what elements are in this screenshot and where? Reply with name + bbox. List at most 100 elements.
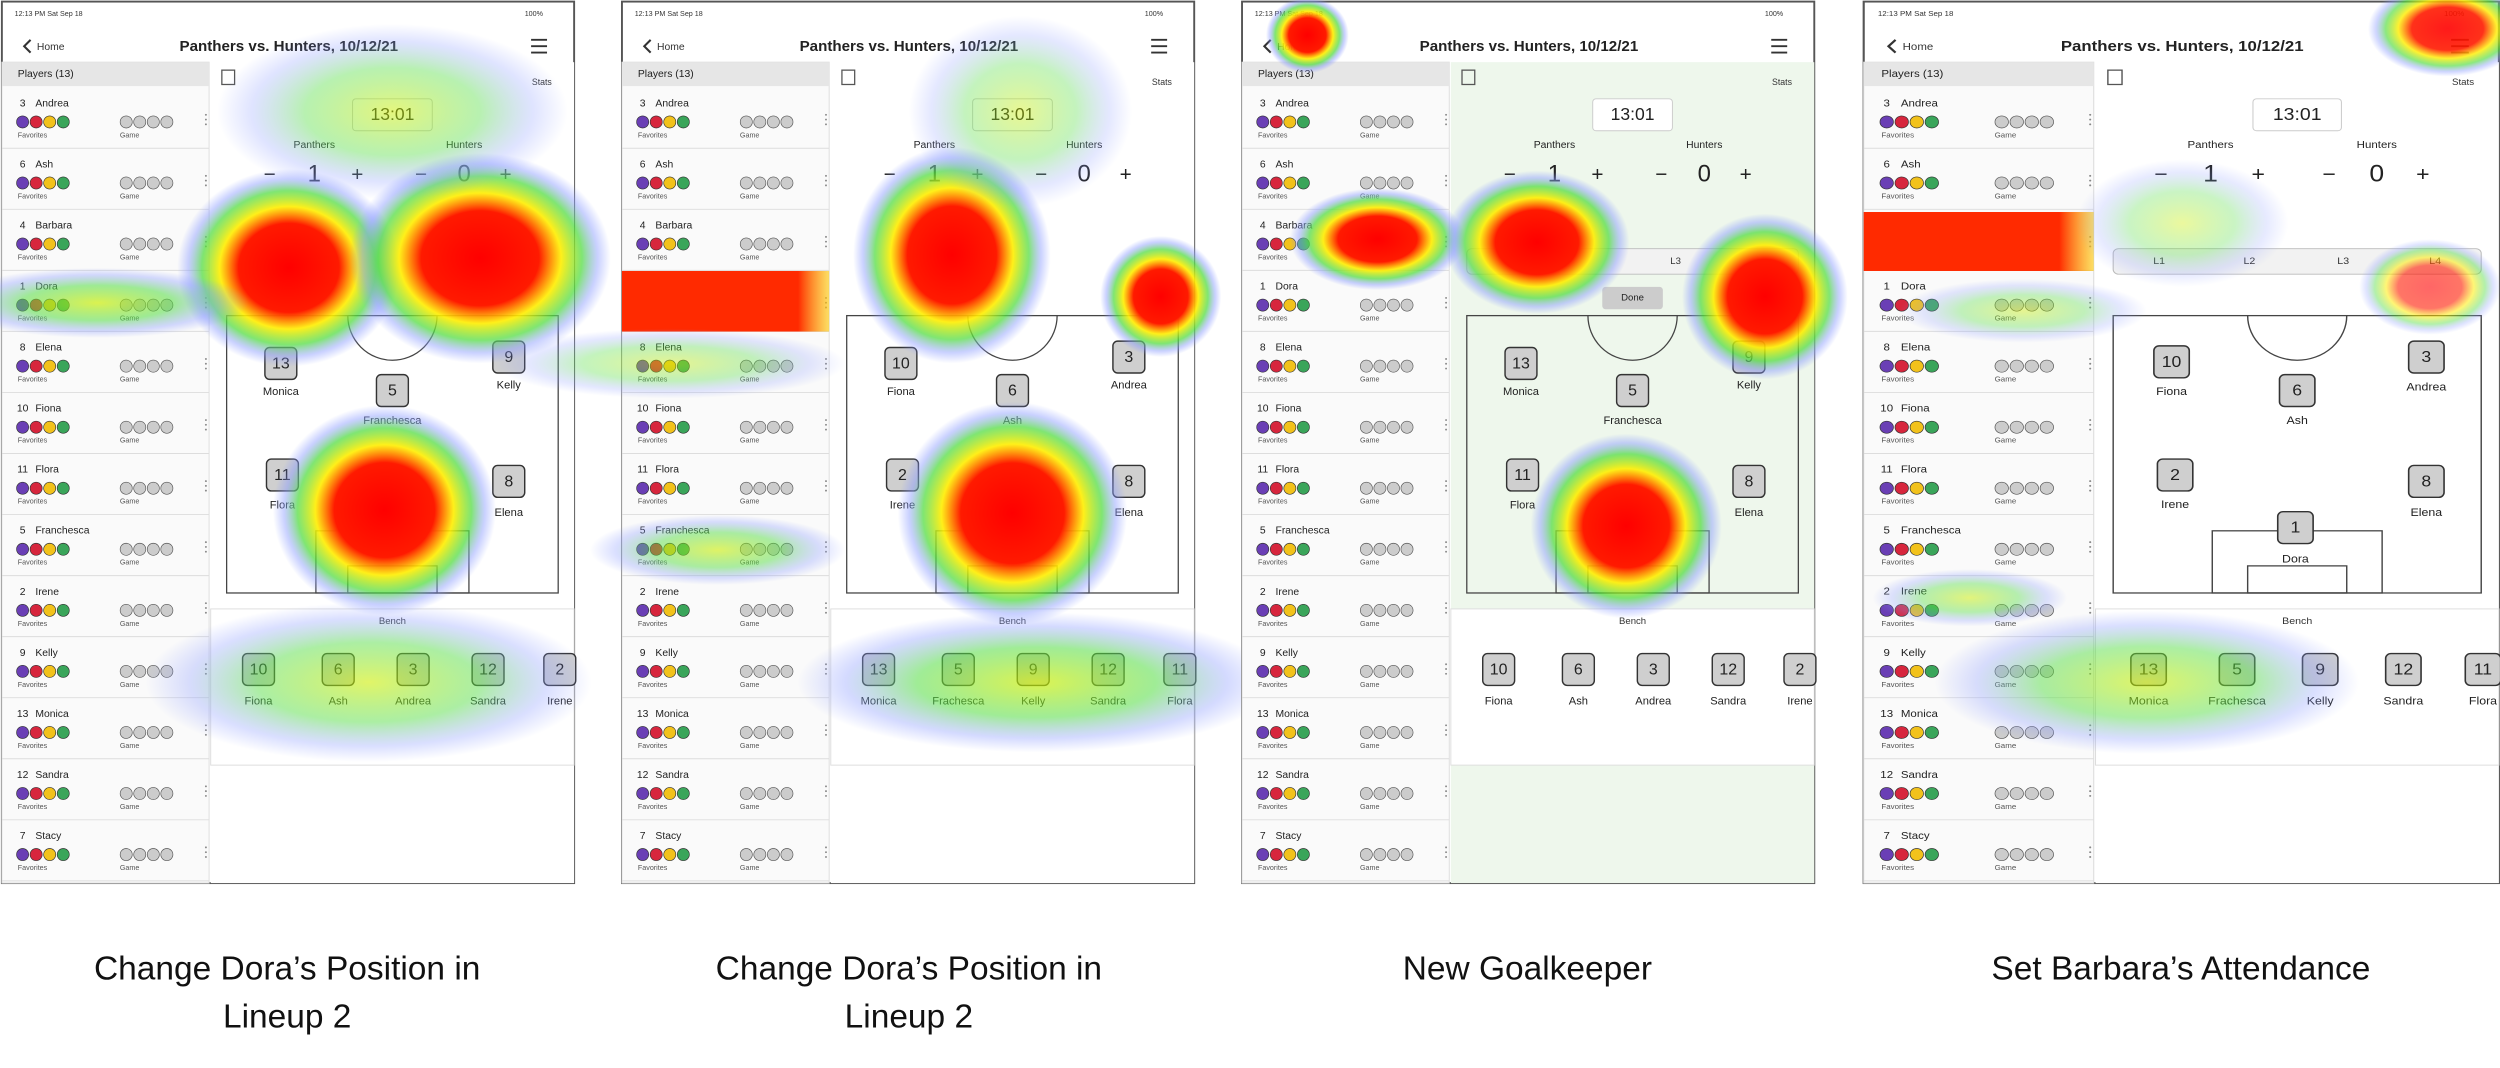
game-badge: [780, 237, 794, 251]
favorite-badge: [663, 665, 677, 678]
favorite-badge: [1894, 542, 1909, 556]
player-number: 5: [20, 526, 26, 537]
player-name: Elena: [1276, 343, 1303, 354]
battery: 100%: [1765, 10, 1784, 18]
score-button[interactable]: +: [1740, 163, 1752, 186]
clipboard-icon: [841, 69, 856, 86]
row-menu: [825, 113, 827, 116]
token-name: Andrea: [1111, 380, 1148, 392]
row-menu: [204, 785, 207, 788]
favorites-label: Favorites: [638, 437, 668, 445]
row-menu: [825, 174, 827, 177]
row-menu: [1445, 602, 1448, 605]
game-badge: [2009, 420, 2024, 434]
player-name: Barbara: [655, 220, 692, 231]
score-button[interactable]: +: [2416, 162, 2429, 186]
game-badge: [1400, 542, 1414, 556]
game-badge: [1400, 359, 1414, 373]
game-badge: [1387, 726, 1400, 739]
favorite-badge: [1879, 298, 1894, 312]
score-button[interactable]: +: [1591, 163, 1603, 186]
game-badge: [739, 237, 753, 251]
score-button[interactable]: −: [2322, 162, 2335, 186]
team-away: Hunters: [1686, 140, 1722, 151]
game-label: Game: [120, 681, 140, 689]
game-badge: [2009, 359, 2024, 373]
row-menu: [204, 174, 207, 177]
game-badge: [753, 665, 767, 678]
favorite-badge: [676, 726, 690, 739]
favorite-badge: [16, 665, 29, 678]
favorites-label: Favorites: [1881, 802, 1914, 811]
player-number: 3: [640, 98, 646, 109]
favorite-badge: [16, 542, 29, 556]
game-label: Game: [740, 742, 760, 750]
players-header: Players (13): [1258, 69, 1314, 80]
favorite-badge: [1283, 298, 1297, 312]
stats-button[interactable]: Stats: [2452, 78, 2475, 87]
player-name: Andrea: [1901, 98, 1939, 109]
home-button[interactable]: Home: [657, 42, 685, 53]
favorite-badge: [29, 420, 43, 434]
line-tab[interactable]: L3: [2337, 256, 2349, 266]
row-menu: [1445, 362, 1448, 365]
clock-box: [2252, 98, 2342, 132]
done-label[interactable]: Done: [1621, 293, 1644, 304]
favorite-badge: [43, 848, 57, 861]
favorite-badge: [676, 420, 690, 434]
player-number: 6: [1884, 159, 1890, 170]
favorites-label: Favorites: [1881, 192, 1914, 201]
player-name: Monica: [35, 709, 69, 720]
favorite-badge: [29, 481, 43, 495]
game-badge: [1359, 420, 1373, 434]
favorites-label: Favorites: [638, 620, 668, 628]
player-name: Monica: [1276, 709, 1310, 720]
stats-button[interactable]: Stats: [1772, 77, 1793, 87]
favorite-badge: [1909, 359, 1924, 373]
row-menu: [1445, 724, 1448, 727]
row-menu: [1445, 480, 1448, 483]
player-name: Flora: [1901, 464, 1928, 475]
team-home: Panthers: [2187, 139, 2234, 150]
player-name: Stacy: [1901, 830, 1930, 841]
goal-box: [2246, 565, 2348, 594]
home-button[interactable]: Home: [37, 42, 65, 53]
game-badge: [160, 115, 174, 129]
game-badge: [1994, 542, 2009, 556]
row-menu: [204, 123, 207, 126]
game-label: Game: [1360, 131, 1380, 139]
game-badge: [160, 481, 174, 495]
favorite-badge: [1269, 665, 1283, 678]
line-tab[interactable]: L3: [1670, 256, 1681, 267]
favorite-badge: [1256, 726, 1270, 739]
row-menu: [1445, 296, 1448, 299]
favorite-badge: [663, 603, 677, 617]
favorite-badge: [1269, 237, 1283, 251]
game-badge: [2039, 176, 2054, 190]
heat-spot: [1899, 278, 2147, 343]
row-menu: [2089, 419, 2092, 421]
favorite-badge: [1283, 726, 1297, 739]
score-button[interactable]: −: [1655, 163, 1667, 186]
heat-spot: [1681, 213, 1848, 380]
favorite-badge: [1269, 115, 1283, 129]
game-badge: [1373, 176, 1387, 190]
favorite-badge: [29, 726, 43, 739]
player-name: Ash: [35, 159, 53, 170]
game-badge: [119, 542, 133, 556]
heat-spot: [1872, 569, 2068, 627]
game-badge: [1359, 787, 1373, 800]
favorite-badge: [43, 542, 57, 556]
row-menu: [825, 118, 827, 121]
stats-button[interactable]: Stats: [1152, 77, 1173, 87]
favorites-label: Favorites: [1258, 620, 1288, 628]
favorite-badge: [636, 665, 650, 678]
score-button[interactable]: +: [1120, 163, 1132, 186]
game-label: Game: [120, 803, 140, 811]
home-button[interactable]: Home: [1903, 41, 1934, 52]
player-number: 13: [17, 709, 29, 720]
game-badge: [119, 726, 133, 739]
row-menu: [1445, 855, 1448, 858]
game-label: Game: [120, 437, 140, 445]
